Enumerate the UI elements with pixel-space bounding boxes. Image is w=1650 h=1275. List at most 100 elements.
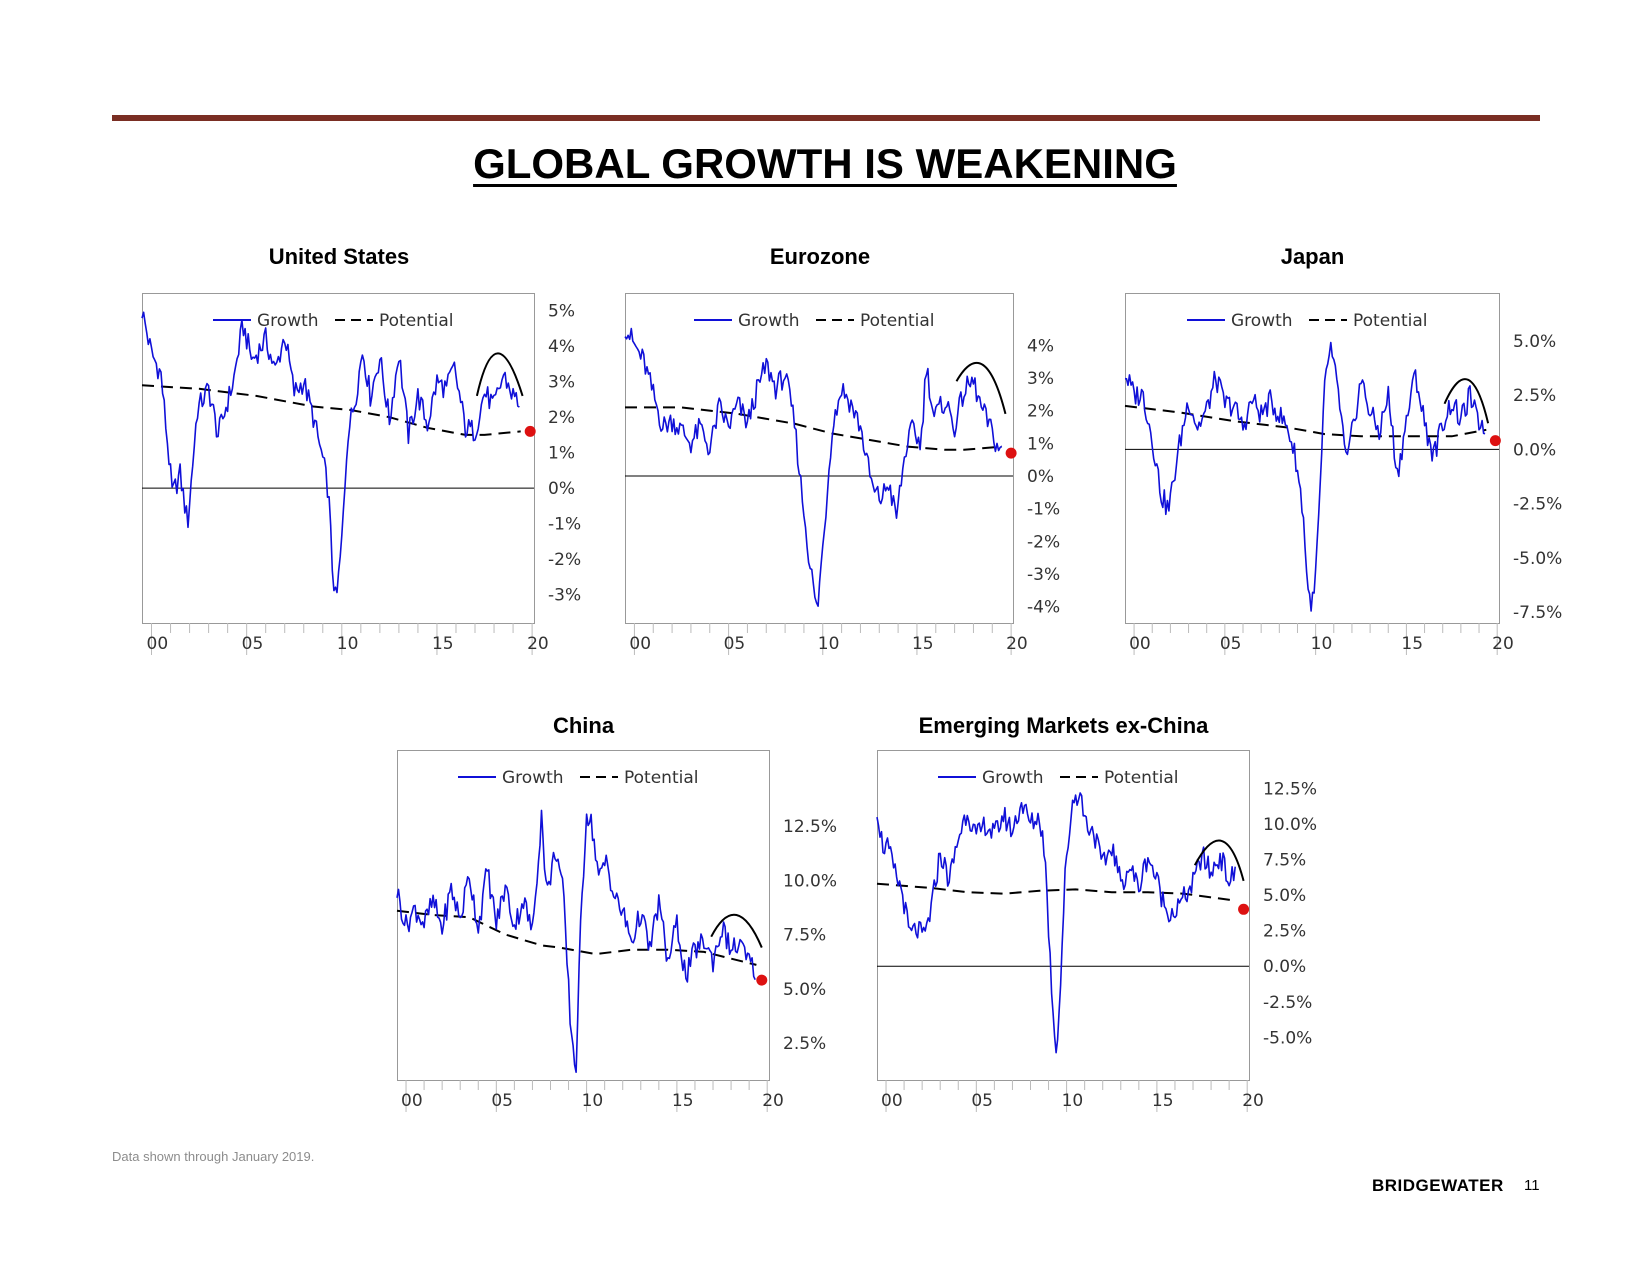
x-tick-label: 15 bbox=[672, 1091, 694, 1111]
x-tick-label: 10 bbox=[818, 634, 840, 654]
brand-logo: BRIDGEWATER bbox=[1372, 1176, 1504, 1195]
x-tick-label: 10 bbox=[582, 1091, 604, 1111]
latest-estimate-dot bbox=[1238, 903, 1250, 915]
y-tick-label: 2.5% bbox=[1513, 386, 1556, 406]
legend: Growth Potential bbox=[938, 768, 1178, 788]
y-tick-label: 5.0% bbox=[783, 980, 826, 1000]
chart-eurozone: Growth Potential 4% 3% 2% 1% 0% -1% -2% -3% -4% 00 0… bbox=[624, 293, 1060, 655]
y-tick-label: 0% bbox=[548, 479, 575, 499]
y-tick-label: -1% bbox=[1027, 500, 1060, 520]
y-tick-label: 10.0% bbox=[1263, 815, 1317, 835]
x-tick-label: 05 bbox=[971, 1091, 993, 1111]
chart-title-united-states: United States bbox=[268, 244, 410, 269]
growth-line bbox=[396, 809, 756, 1074]
x-tick-label: 20 bbox=[1492, 634, 1514, 654]
x-tick-label: 05 bbox=[491, 1091, 513, 1111]
y-tick-label: -5.0% bbox=[1513, 549, 1562, 569]
x-tick-label: 00 bbox=[1129, 634, 1151, 654]
latest-estimate-dot bbox=[756, 974, 768, 986]
y-tick-label: 0.0% bbox=[1513, 440, 1556, 460]
y-tick-label: 3% bbox=[1027, 369, 1054, 389]
legend-potential-label: Potential bbox=[1104, 768, 1178, 788]
y-tick-label: 0% bbox=[1027, 467, 1054, 487]
plot-frame bbox=[1125, 293, 1500, 624]
y-tick-label: -2.5% bbox=[1513, 495, 1562, 515]
footnote: Data shown through January 2019. bbox=[112, 1149, 315, 1164]
y-tick-label: -2% bbox=[1027, 532, 1060, 552]
x-tick-label: 20 bbox=[762, 1091, 784, 1111]
y-tick-label: 1% bbox=[548, 444, 575, 464]
plot-frame bbox=[625, 293, 1014, 624]
potential-line bbox=[141, 384, 521, 436]
x-tick-label: 20 bbox=[1242, 1091, 1264, 1111]
legend-potential-label: Potential bbox=[624, 768, 698, 788]
growth-line bbox=[1124, 341, 1486, 612]
y-tick-label: 5.0% bbox=[1263, 886, 1306, 906]
y-tick-label: 4% bbox=[548, 337, 575, 357]
plot-frame bbox=[877, 750, 1250, 1081]
plot-frame bbox=[142, 293, 535, 624]
x-tick-label: 05 bbox=[724, 634, 746, 654]
x-tick-label: 00 bbox=[147, 634, 169, 654]
chart-china: Growth Potential 12.5% 10.0% 7.5% 5.0% 2.5% 00 0… bbox=[396, 750, 837, 1112]
chart-title-eurozone: Eurozone bbox=[769, 244, 871, 269]
legend: Growth Potential bbox=[1187, 311, 1427, 331]
y-tick-label: -2.5% bbox=[1263, 993, 1312, 1013]
legend-potential-label: Potential bbox=[860, 311, 934, 331]
page-title: GLOBAL GROWTH IS WEAKENING bbox=[473, 140, 1177, 187]
page-number: 11 bbox=[1524, 1177, 1540, 1194]
growth-line bbox=[141, 311, 520, 594]
legend-potential-label: Potential bbox=[379, 311, 453, 331]
legend: Growth Potential bbox=[694, 311, 934, 331]
y-tick-label: -3% bbox=[548, 586, 581, 606]
top-rule bbox=[112, 115, 1540, 121]
growth-line bbox=[624, 327, 1003, 608]
legend: Growth Potential bbox=[458, 768, 698, 788]
y-tick-label: -7.5% bbox=[1513, 603, 1562, 623]
x-tick-label: 20 bbox=[527, 634, 549, 654]
legend-potential-label: Potential bbox=[1353, 311, 1427, 331]
y-tick-label: 3% bbox=[548, 373, 575, 393]
peak-arc bbox=[1443, 378, 1490, 424]
latest-estimate-dot bbox=[524, 425, 536, 437]
peak-arc bbox=[475, 352, 524, 397]
peak-arc bbox=[1193, 839, 1245, 882]
chart-emerging-markets: Growth Potential 12.5% 10.0% 7.5% 5.0% 2.5% 0.0… bbox=[876, 750, 1317, 1112]
x-tick-label: 10 bbox=[1311, 634, 1333, 654]
y-tick-label: 1% bbox=[1027, 434, 1054, 454]
y-tick-label: -2% bbox=[548, 550, 581, 570]
plot-frame bbox=[397, 750, 770, 1081]
x-tick-label: 00 bbox=[401, 1091, 423, 1111]
x-tick-label: 20 bbox=[1006, 634, 1028, 654]
y-tick-label: 2% bbox=[1027, 402, 1054, 422]
legend-growth-label: Growth bbox=[738, 311, 800, 331]
latest-estimate-dot bbox=[1005, 447, 1017, 459]
potential-line bbox=[876, 882, 1237, 902]
x-tick-label: 15 bbox=[1401, 634, 1423, 654]
y-tick-label: 12.5% bbox=[1263, 779, 1317, 799]
x-tick-label: 00 bbox=[629, 634, 651, 654]
y-tick-label: -3% bbox=[1027, 565, 1060, 585]
chart-japan: Growth Potential 5.0% 2.5% 0.0% -2.5% -5.0% -7.… bbox=[1124, 293, 1562, 655]
x-tick-label: 00 bbox=[881, 1091, 903, 1111]
chart-title-japan: Japan bbox=[1280, 244, 1345, 269]
y-tick-label: -5.0% bbox=[1263, 1028, 1312, 1048]
x-tick-label: 10 bbox=[337, 634, 359, 654]
y-tick-label: 7.5% bbox=[1263, 851, 1306, 871]
legend-growth-label: Growth bbox=[1231, 311, 1293, 331]
peak-arc bbox=[955, 361, 1007, 415]
latest-estimate-dot bbox=[1489, 435, 1501, 447]
y-tick-label: 2.5% bbox=[1263, 922, 1306, 942]
y-tick-label: 0.0% bbox=[1263, 957, 1306, 977]
chart-united-states: Growth Potential 5% 4% 3% 2% 1% 0% -1% -2% -3% 00 05… bbox=[141, 293, 581, 655]
x-tick-label: 05 bbox=[242, 634, 264, 654]
legend-growth-label: Growth bbox=[502, 768, 564, 788]
potential-line bbox=[625, 406, 1002, 451]
potential-line bbox=[1124, 404, 1487, 438]
legend: Growth Potential bbox=[213, 311, 453, 331]
y-tick-label: 2.5% bbox=[783, 1034, 826, 1054]
y-tick-label: 5.0% bbox=[1513, 332, 1556, 352]
chart-title-china: China bbox=[552, 713, 615, 738]
legend-growth-label: Growth bbox=[982, 768, 1044, 788]
legend-growth-label: Growth bbox=[257, 311, 319, 331]
